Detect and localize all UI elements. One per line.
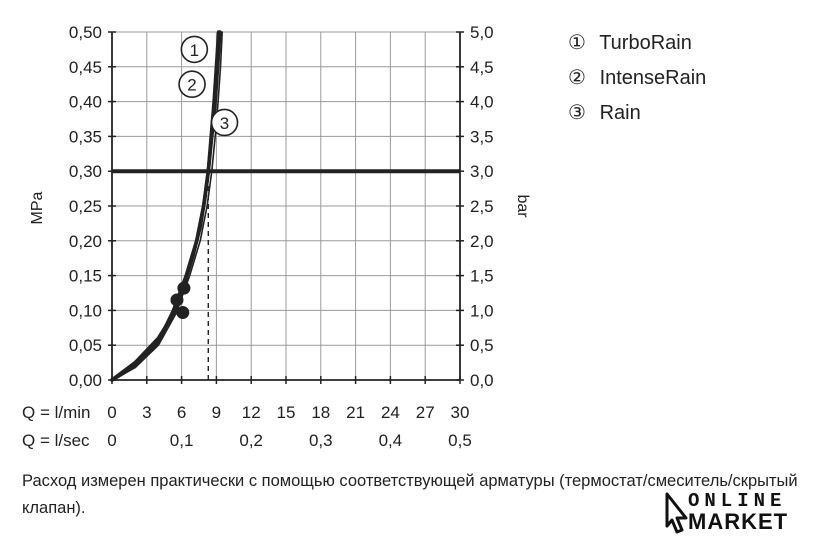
x-tick-label-lmin: 24 [381, 403, 400, 422]
legend-mark: ② [568, 67, 586, 89]
chart-tick-labels: 0,00 0,00,05 0,50,10 1,00,15 1,50,20 2,00,25 2… [69, 23, 494, 450]
chart-series [110, 30, 223, 382]
y-tick-label-left: 0,45 [69, 58, 102, 77]
online-market-logo: ONLINE MARKET [664, 490, 804, 536]
y-tick-label-right: 5,0 [470, 23, 494, 42]
y-tick-label-left: 0,05 [69, 336, 102, 355]
x-axis-label-lmin: Q = l/min [22, 403, 91, 422]
y-tick-label-left: 0,30 [69, 162, 102, 181]
legend-item-rain: ③ Rain [568, 96, 706, 131]
x-tick-label-lmin: 9 [212, 403, 221, 422]
x-tick-label-lsec: 0,4 [379, 431, 403, 450]
y-tick-label-left: 0,10 [69, 301, 102, 320]
x-tick-label-lsec: 0,3 [309, 431, 333, 450]
y-tick-label-right: 4,5 [470, 58, 494, 77]
x-tick-label-lsec: 0,1 [170, 431, 194, 450]
chart-legend: ① TurboRain ② IntenseRain ③ Rain [568, 26, 706, 131]
x-tick-label-lmin: 3 [142, 403, 151, 422]
legend-label: Rain [599, 102, 641, 124]
legend-item-turborain: ① TurboRain [568, 26, 706, 61]
logo-word-market: MARKET [688, 509, 789, 534]
flow-pressure-chart: 0,00 0,00,05 0,50,10 1,00,15 1,50,20 2,00,25 2… [22, 23, 531, 450]
logo-word-online: ONLINE [688, 490, 787, 512]
x-tick-label-lmin: 15 [277, 403, 296, 422]
series-label-circle [178, 70, 206, 98]
x-tick-label-lmin: 6 [177, 403, 186, 422]
chart-caption: Расход измерен практически с помощью соо… [22, 472, 798, 517]
data-point-marker [176, 305, 190, 319]
x-tick-label-lmin: 0 [107, 403, 116, 422]
cursor-icon [665, 492, 688, 534]
y-tick-label-right: 1,0 [470, 301, 494, 320]
chart-markers: 1 2 3 [170, 35, 239, 319]
legend-mark: ③ [568, 102, 586, 124]
series-line-2 [110, 30, 222, 382]
y-axis-label-right: bar [514, 194, 531, 218]
y-tick-label-right: 0,5 [470, 336, 494, 355]
y-tick-label-right: 4,0 [470, 93, 494, 112]
series-label-circle [180, 35, 209, 64]
data-point-marker [177, 281, 191, 295]
series-label-number: 2 [187, 76, 196, 95]
series-label-circle [210, 108, 239, 137]
x-tick-label-lsec: 0,2 [239, 431, 263, 450]
legend-label: IntenseRain [599, 67, 707, 89]
x-tick-label-lsec: 0,5 [448, 431, 472, 450]
y-tick-label-right: 0,0 [470, 371, 494, 390]
series-label-number: 3 [220, 114, 229, 133]
series-line-3 [111, 31, 223, 381]
x-tick-label-lmin: 12 [242, 403, 261, 422]
y-tick-label-left: 0,35 [69, 127, 102, 146]
y-axis-label-left: MPa [29, 191, 46, 224]
y-tick-label-left: 0,20 [69, 232, 102, 251]
y-tick-label-right: 3,5 [470, 127, 494, 146]
legend-item-intenserain: ② IntenseRain [568, 61, 706, 96]
y-tick-label-right: 2,5 [470, 197, 494, 216]
data-point-marker [170, 293, 184, 307]
y-tick-label-right: 1,5 [470, 267, 494, 286]
x-tick-label-lmin: 27 [416, 403, 435, 422]
x-tick-label-lmin: 30 [451, 403, 470, 422]
y-tick-label-left: 0,15 [69, 267, 102, 286]
x-tick-label-lsec: 0 [107, 431, 116, 450]
y-tick-label-left: 0,00 [69, 371, 102, 390]
y-tick-label-left: 0,40 [69, 93, 102, 112]
y-tick-label-right: 2,0 [470, 232, 494, 251]
x-tick-label-lmin: 21 [346, 403, 365, 422]
legend-mark: ① [568, 32, 586, 54]
y-tick-label-left: 0,50 [69, 23, 102, 42]
series-label-number: 1 [190, 41, 199, 60]
legend-label: TurboRain [599, 32, 692, 54]
x-tick-label-lmin: 18 [311, 403, 330, 422]
y-tick-label-left: 0,25 [69, 197, 102, 216]
y-tick-label-right: 3,0 [470, 162, 494, 181]
x-axis-label-lsec: Q = l/sec [22, 431, 90, 450]
